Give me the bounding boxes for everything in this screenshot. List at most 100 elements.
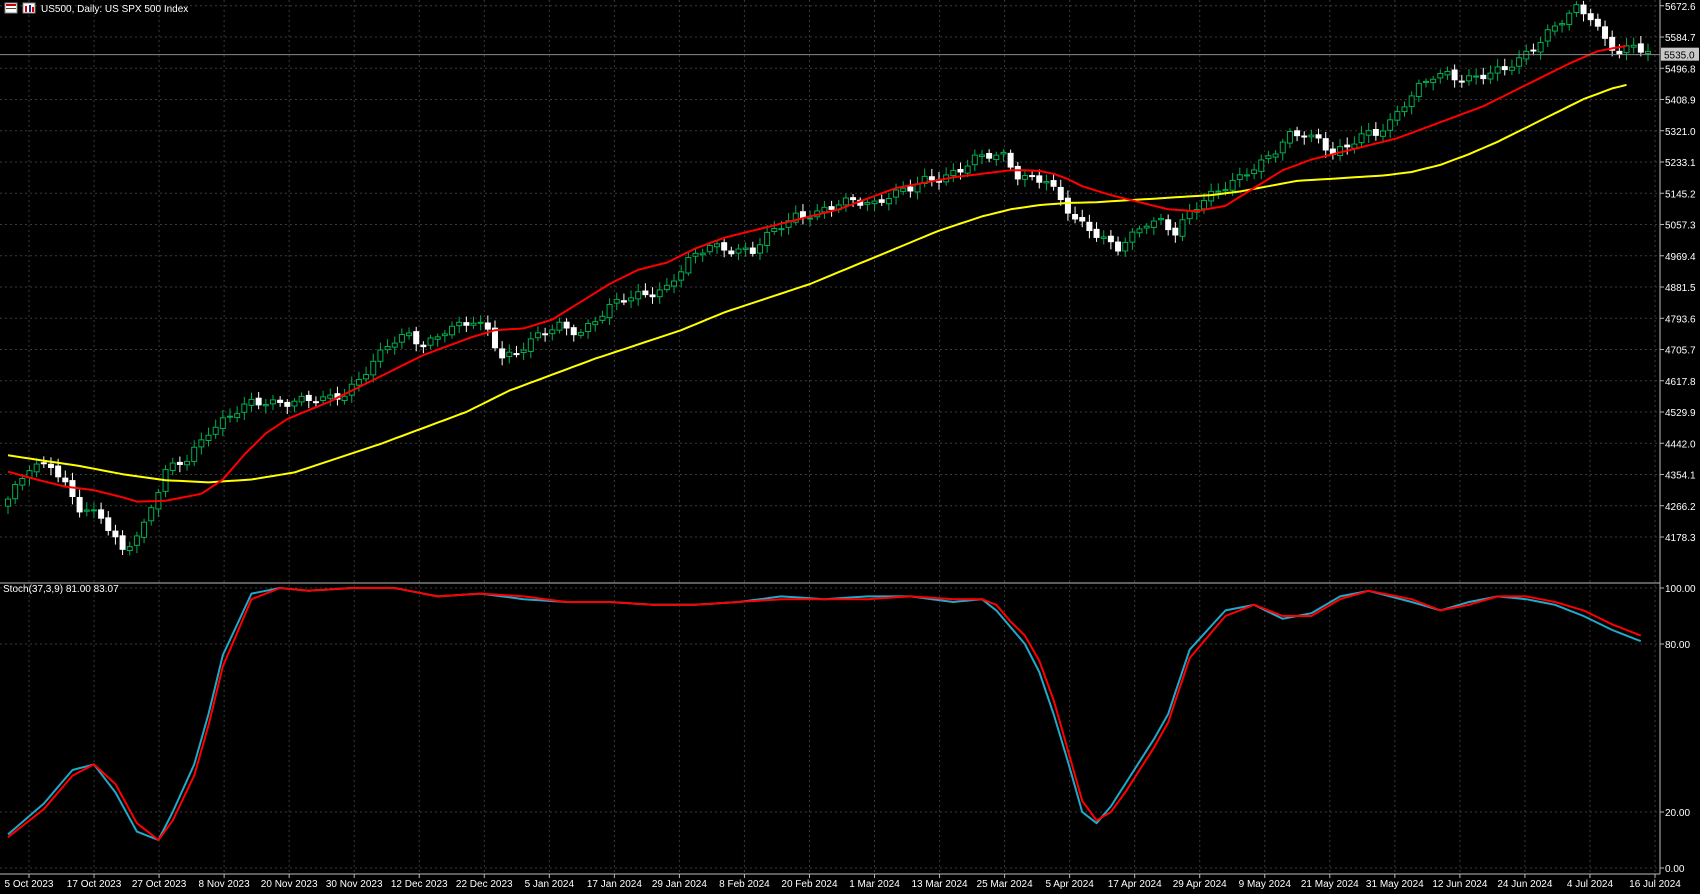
candle-body[interactable] <box>427 337 434 346</box>
candle-body[interactable] <box>1279 141 1286 154</box>
candle-body[interactable] <box>391 342 398 348</box>
candle-body[interactable] <box>255 397 262 406</box>
candle-body[interactable] <box>993 154 1000 161</box>
candle-body[interactable] <box>1444 70 1451 76</box>
candle-body[interactable] <box>1043 181 1050 184</box>
candle-body[interactable] <box>1372 129 1379 136</box>
candle-body[interactable] <box>577 331 584 336</box>
candle-body[interactable] <box>105 517 112 531</box>
candle-body[interactable] <box>900 187 907 192</box>
chart-window-icon[interactable] <box>4 2 18 14</box>
candle-body[interactable] <box>148 507 155 522</box>
candle-body[interactable] <box>413 331 420 345</box>
candle-body[interactable] <box>1100 236 1107 239</box>
candle-body[interactable] <box>12 483 19 500</box>
candle-body[interactable] <box>1551 25 1558 32</box>
candle-body[interactable] <box>1587 13 1594 21</box>
candle-body[interactable] <box>742 247 749 250</box>
candle-body[interactable] <box>484 322 491 330</box>
candle-body[interactable] <box>685 257 692 274</box>
candle-body[interactable] <box>55 465 62 478</box>
candle-body[interactable] <box>1029 175 1036 178</box>
candle-body[interactable] <box>1107 235 1114 243</box>
candle-body[interactable] <box>291 400 298 407</box>
candle-body[interactable] <box>749 247 756 254</box>
candle-body[interactable] <box>542 333 549 336</box>
candle-body[interactable] <box>1380 130 1387 137</box>
candle-body[interactable] <box>663 284 670 291</box>
candle-body[interactable] <box>971 154 978 166</box>
chart-type-icon[interactable] <box>22 2 36 14</box>
candle-body[interactable] <box>656 289 663 298</box>
candle-body[interactable] <box>1014 165 1021 180</box>
candle-body[interactable] <box>506 351 513 358</box>
candle-body[interactable] <box>1508 66 1515 71</box>
candle-body[interactable] <box>699 252 706 256</box>
candle-body[interactable] <box>1630 44 1637 48</box>
candle-body[interactable] <box>298 395 305 403</box>
candle-body[interactable] <box>1236 174 1243 180</box>
candle-body[interactable] <box>1387 119 1394 131</box>
candle-body[interactable] <box>284 401 291 407</box>
candle-body[interactable] <box>1437 72 1444 79</box>
candle-body[interactable] <box>176 461 183 465</box>
candle-body[interactable] <box>599 315 606 321</box>
candle-body[interactable] <box>47 463 54 468</box>
candle-body[interactable] <box>33 463 40 473</box>
candle-body[interactable] <box>341 395 348 402</box>
candle-body[interactable] <box>1315 134 1322 139</box>
candle-body[interactable] <box>83 509 90 512</box>
candle-body[interactable] <box>1394 111 1401 121</box>
candle-body[interactable] <box>269 399 276 405</box>
candle-body[interactable] <box>556 321 563 331</box>
candle-body[interactable] <box>950 169 957 177</box>
candle-body[interactable] <box>449 325 456 336</box>
candle-body[interactable] <box>728 250 735 255</box>
candle-body[interactable] <box>1609 36 1616 51</box>
candle-body[interactable] <box>377 349 384 362</box>
candle-body[interactable] <box>40 462 47 465</box>
candle-body[interactable] <box>456 321 463 327</box>
candle-body[interactable] <box>1365 130 1372 136</box>
candle-body[interactable] <box>1494 66 1501 74</box>
candle-body[interactable] <box>234 413 241 419</box>
candle-body[interactable] <box>1115 241 1122 252</box>
candle-body[interactable] <box>513 353 520 356</box>
candle-body[interactable] <box>363 374 370 380</box>
candle-body[interactable] <box>384 345 391 351</box>
candle-body[interactable] <box>1158 217 1165 221</box>
candle-body[interactable] <box>1258 159 1265 172</box>
candle-body[interactable] <box>606 304 613 319</box>
candle-body[interactable] <box>1093 228 1100 238</box>
candle-body[interactable] <box>141 521 148 538</box>
candle-body[interactable] <box>398 333 405 343</box>
candle-body[interactable] <box>1516 57 1523 67</box>
candle-body[interactable] <box>1458 80 1465 83</box>
candle-body[interactable] <box>721 242 728 251</box>
candle-body[interactable] <box>126 546 133 551</box>
candle-body[interactable] <box>850 197 857 201</box>
candle-body[interactable] <box>1079 217 1086 222</box>
candle-body[interactable] <box>1200 200 1207 210</box>
candle-body[interactable] <box>1465 75 1472 82</box>
candle-body[interactable] <box>1136 228 1143 234</box>
candle-body[interactable] <box>491 327 498 349</box>
candle-body[interactable] <box>370 360 377 376</box>
candle-body[interactable] <box>671 280 678 287</box>
candle-body[interactable] <box>1294 130 1301 137</box>
candle-body[interactable] <box>585 322 592 332</box>
candle-body[interactable] <box>1301 135 1308 138</box>
candle-body[interactable] <box>420 344 427 348</box>
candle-body[interactable] <box>320 396 327 401</box>
candle-body[interactable] <box>799 211 806 219</box>
candle-body[interactable] <box>570 327 577 336</box>
candle-body[interactable] <box>1243 174 1250 177</box>
main-price-series[interactable] <box>5 0 1651 556</box>
candle-body[interactable] <box>1036 175 1043 183</box>
candle-body[interactable] <box>1000 151 1007 155</box>
candle-body[interactable] <box>828 206 835 210</box>
candle-body[interactable] <box>1179 219 1186 237</box>
candle-body[interactable] <box>635 291 642 300</box>
candle-body[interactable] <box>792 212 799 223</box>
